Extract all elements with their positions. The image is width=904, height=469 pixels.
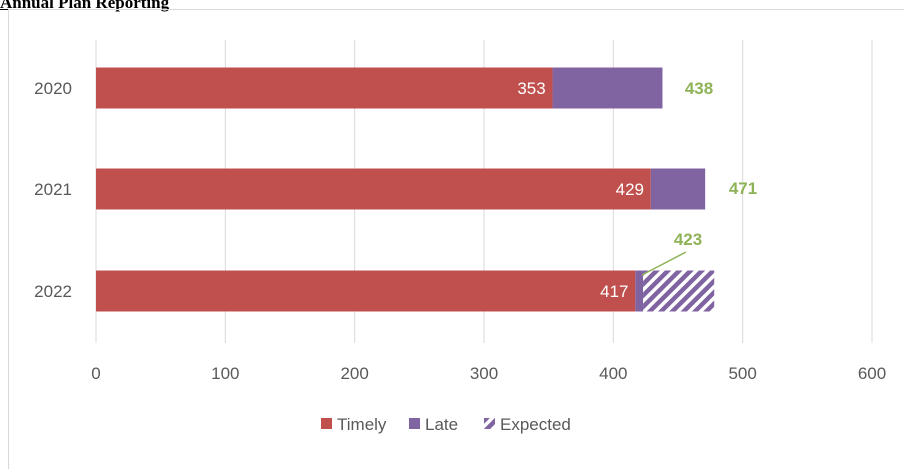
- x-tick-label: 300: [470, 364, 498, 383]
- x-tick-label: 100: [211, 364, 239, 383]
- x-tick-label: 0: [91, 364, 100, 383]
- bar-expected-2022: [643, 270, 715, 312]
- x-tick-label: 600: [858, 364, 886, 383]
- legend: Timely Late Expected: [321, 415, 571, 434]
- bar-timely-2021: [96, 168, 651, 210]
- legend-swatch-expected: [484, 418, 495, 429]
- total-label: 471: [729, 179, 757, 198]
- bar-chart: 0 100 200 300 400 500 600 2020 353 2021 429 2022 417…: [34, 40, 886, 434]
- legend-label-expected: Expected: [500, 415, 571, 434]
- y-tick-label: 2021: [34, 180, 72, 199]
- legend-label-late: Late: [425, 415, 458, 434]
- x-tick-label: 200: [340, 364, 368, 383]
- bar-late-2022: [635, 270, 644, 312]
- data-label-timely: 429: [616, 180, 644, 199]
- total-label: 438: [685, 79, 713, 98]
- bar-timely-2022: [96, 270, 636, 312]
- bar-timely-2020: [96, 67, 553, 109]
- chart-area: 0 100 200 300 400 500 600 2020 353 2021 429 2022 417…: [8, 9, 904, 469]
- labels: 0 100 200 300 400 500 600 2020 353 2021 429 2022 417…: [34, 79, 886, 383]
- total-label: 423: [674, 230, 702, 249]
- bar-late-2021: [650, 168, 706, 210]
- x-tick-label: 400: [599, 364, 627, 383]
- data-label-timely: 353: [517, 79, 545, 98]
- y-tick-label: 2020: [34, 79, 72, 98]
- legend-label-timely: Timely: [337, 415, 387, 434]
- data-label-timely: 417: [600, 282, 628, 301]
- y-tick-label: 2022: [34, 282, 72, 301]
- legend-swatch-timely: [321, 418, 332, 429]
- legend-swatch-late: [409, 418, 420, 429]
- bar-late-2020: [552, 67, 663, 109]
- bars: [96, 67, 715, 312]
- x-tick-label: 500: [728, 364, 756, 383]
- leader-line: [641, 251, 687, 276]
